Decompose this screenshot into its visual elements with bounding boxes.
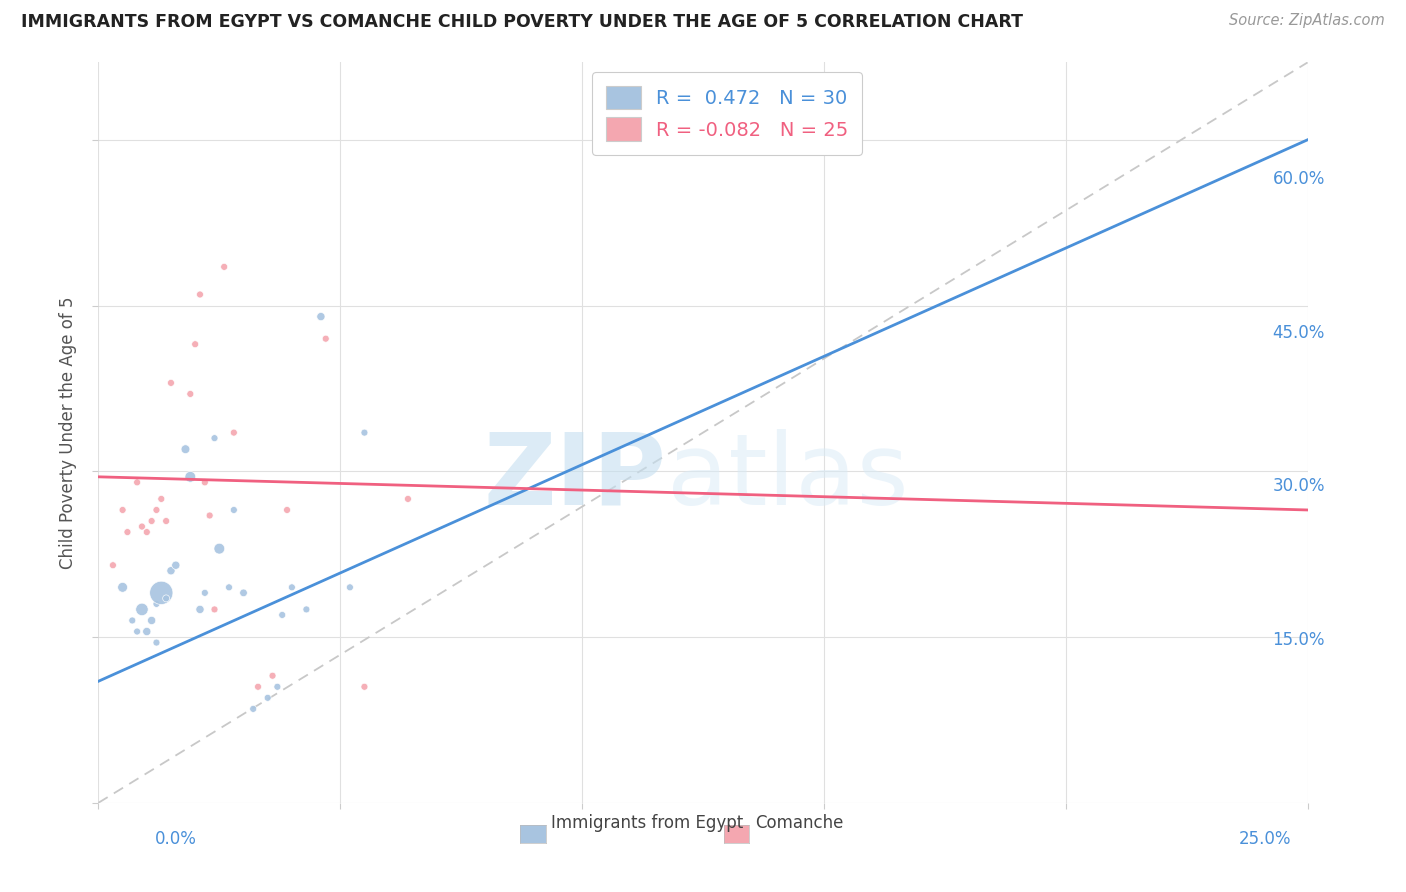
Point	[222, 425, 245, 440]
Text: ZIP: ZIP	[484, 428, 666, 525]
Text: 0.0%: 0.0%	[155, 830, 197, 847]
Point	[165, 558, 187, 573]
Point	[256, 690, 278, 705]
Text: 15.0%: 15.0%	[1272, 632, 1324, 649]
Point	[141, 514, 163, 528]
Point	[266, 680, 288, 694]
Legend: R =  0.472   N = 30, R = -0.082   N = 25: R = 0.472 N = 30, R = -0.082 N = 25	[592, 72, 862, 154]
Point	[145, 503, 167, 517]
Text: 30.0%: 30.0%	[1272, 477, 1324, 495]
Point	[339, 580, 361, 594]
Point	[281, 580, 304, 594]
Point	[179, 387, 201, 401]
Point	[188, 287, 211, 301]
Point	[204, 431, 226, 445]
Point	[101, 558, 124, 573]
Point	[131, 519, 153, 533]
Point	[145, 597, 167, 611]
Point	[309, 310, 332, 324]
Point	[218, 580, 240, 594]
Point	[315, 332, 337, 346]
Point	[198, 508, 221, 523]
Point	[208, 541, 231, 556]
Point	[179, 470, 201, 484]
Point	[396, 491, 419, 506]
Point	[160, 564, 183, 578]
Point	[160, 376, 183, 390]
Point	[188, 602, 211, 616]
Text: 45.0%: 45.0%	[1272, 324, 1324, 342]
Point	[194, 475, 217, 490]
Point	[155, 591, 177, 606]
Point	[150, 586, 173, 600]
Text: IMMIGRANTS FROM EGYPT VS COMANCHE CHILD POVERTY UNDER THE AGE OF 5 CORRELATION C: IMMIGRANTS FROM EGYPT VS COMANCHE CHILD …	[21, 13, 1024, 31]
Point	[232, 586, 254, 600]
Point	[150, 491, 173, 506]
Text: 25.0%: 25.0%	[1239, 830, 1292, 847]
Point	[135, 624, 157, 639]
Point	[184, 337, 207, 351]
Point	[135, 524, 157, 539]
Text: Comanche: Comanche	[755, 814, 844, 832]
Point	[242, 702, 264, 716]
Point	[262, 669, 284, 683]
Point	[155, 514, 177, 528]
Text: atlas: atlas	[666, 428, 908, 525]
Point	[212, 260, 235, 274]
Point	[174, 442, 197, 457]
Text: 60.0%: 60.0%	[1272, 169, 1324, 188]
Y-axis label: Child Poverty Under the Age of 5: Child Poverty Under the Age of 5	[59, 296, 77, 569]
Point	[295, 602, 318, 616]
Point	[145, 635, 167, 649]
Point	[204, 602, 226, 616]
Point	[141, 614, 163, 628]
Point	[131, 602, 153, 616]
Point	[222, 503, 245, 517]
Point	[271, 607, 294, 622]
Text: Source: ZipAtlas.com: Source: ZipAtlas.com	[1229, 13, 1385, 29]
Point	[111, 503, 134, 517]
Point	[353, 680, 375, 694]
Point	[276, 503, 298, 517]
Point	[127, 624, 149, 639]
Point	[353, 425, 375, 440]
Point	[127, 475, 149, 490]
Point	[194, 586, 217, 600]
Text: Immigrants from Egypt: Immigrants from Egypt	[551, 814, 744, 832]
Point	[111, 580, 134, 594]
Point	[247, 680, 270, 694]
Point	[117, 524, 139, 539]
Point	[121, 614, 143, 628]
